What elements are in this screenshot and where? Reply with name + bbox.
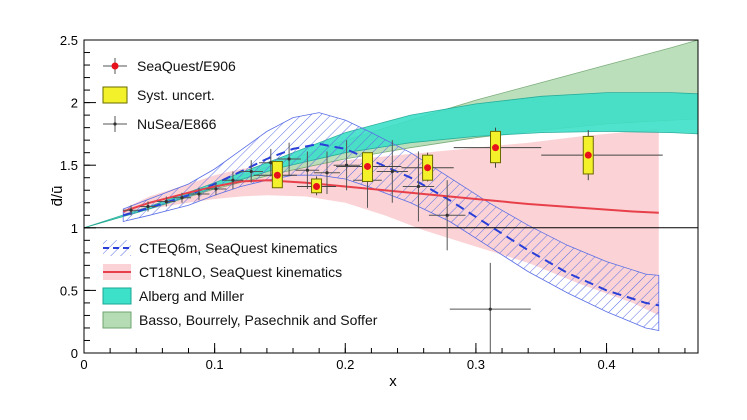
x-axis: 0 0.1 0.2 0.3 0.4 xyxy=(80,343,686,372)
legend-label: Alberg and Miller xyxy=(139,288,244,304)
y-tick-label: 0 xyxy=(71,346,78,361)
legend-entry: Syst. uncert. xyxy=(102,86,215,104)
y-axis-label: d̄/ū xyxy=(49,186,66,207)
legend-label: Syst. uncert. xyxy=(137,87,215,103)
nusea-marker xyxy=(488,307,492,311)
nusea-point xyxy=(123,205,139,216)
legend-symbol-box xyxy=(102,86,128,104)
nusea-marker xyxy=(325,171,329,175)
seaquest-point xyxy=(453,127,542,168)
nusea-point xyxy=(277,142,301,176)
legend-entry: CT18NLO, SeaQuest kinematics xyxy=(103,264,342,280)
seaquest-point xyxy=(253,160,297,189)
legend-symbol-marker xyxy=(113,122,117,126)
nusea-marker xyxy=(231,178,235,182)
nusea-point xyxy=(140,201,156,212)
nusea-point xyxy=(157,196,176,207)
legend-entry: Alberg and Miller xyxy=(102,287,244,305)
nusea-marker xyxy=(249,169,253,174)
nusea-point xyxy=(205,182,227,196)
seaquest-marker xyxy=(273,171,281,179)
plot-frame xyxy=(83,39,699,354)
x-tick-label: 0.2 xyxy=(336,357,354,372)
seaquest-marker xyxy=(313,182,321,190)
x-axis-label: x xyxy=(389,373,397,390)
seaquest-marker xyxy=(424,164,432,172)
legend-symbol-marker xyxy=(111,62,119,70)
y-tick-label: 1.5 xyxy=(60,158,78,173)
legend-entry: CTEQ6m, SeaQuest kinematics xyxy=(103,240,337,256)
nusea-marker xyxy=(445,213,449,217)
nusea-point xyxy=(295,151,320,189)
nusea-point xyxy=(188,187,210,201)
y-axis: 0 0.5 1 1.5 2 2.5 xyxy=(60,33,96,361)
nusea-marker xyxy=(164,199,168,204)
nusea-marker xyxy=(146,204,150,209)
y-tick-label: 2.5 xyxy=(60,33,78,48)
legend-top: SeaQuest/E906 Syst. uncert. NuSea/E866 xyxy=(102,58,236,132)
seaquest-point xyxy=(296,176,337,196)
nusea-marker xyxy=(269,161,273,165)
legend-bottom: CTEQ6m, SeaQuest kinematics CT18NLO, SeaQ… xyxy=(102,240,378,329)
nusea-point xyxy=(449,262,531,353)
nusea-point xyxy=(428,180,466,251)
nusea-marker xyxy=(180,196,184,200)
nusea-marker xyxy=(416,184,421,189)
nusea-marker xyxy=(287,157,291,161)
nusea-point xyxy=(376,140,408,203)
ct18nlo-central-line xyxy=(122,179,659,214)
x-tick-label: 0.1 xyxy=(206,357,224,372)
x-tick-label: 0.4 xyxy=(598,357,616,372)
legend-symbol-fill xyxy=(102,311,132,329)
seaquest-point xyxy=(541,130,663,181)
nusea-marker xyxy=(197,192,201,196)
cteq6m-central-line xyxy=(122,142,659,307)
legend-label: Basso, Bourrely, Pasechnik and Soffer xyxy=(139,312,378,328)
nusea-marker xyxy=(214,187,218,191)
x-tick-label: 0 xyxy=(80,357,87,372)
nusea-points xyxy=(123,140,531,353)
seaquest-point xyxy=(336,152,402,182)
seaquest-points xyxy=(253,127,663,196)
nusea-point xyxy=(222,171,244,189)
legend-label: SeaQuest/E906 xyxy=(137,58,236,74)
seaquest-marker xyxy=(492,144,500,152)
nusea-marker xyxy=(129,208,133,212)
legend-label: CT18NLO, SeaQuest kinematics xyxy=(139,264,342,280)
legend-entry: NuSea/E866 xyxy=(103,116,217,132)
seaquest-marker xyxy=(363,162,371,170)
x-tick-label: 0.3 xyxy=(467,357,485,372)
y-tick-label: 1 xyxy=(71,221,78,236)
legend-entry: SeaQuest/E906 xyxy=(103,58,236,74)
legend-symbol-fill xyxy=(102,287,132,305)
legend-label: NuSea/E866 xyxy=(137,116,217,132)
legend-label: CTEQ6m, SeaQuest kinematics xyxy=(139,240,337,256)
legend-entry: Basso, Bourrely, Pasechnik and Soffer xyxy=(102,311,378,329)
nusea-point xyxy=(239,160,263,183)
nusea-marker xyxy=(390,169,394,174)
nusea-marker xyxy=(305,168,309,172)
y-tick-label: 2 xyxy=(71,96,78,111)
seaquest-point xyxy=(401,152,454,182)
nusea-point xyxy=(172,192,192,203)
seaquest-marker xyxy=(584,151,592,159)
nusea-point xyxy=(402,151,435,222)
y-tick-label: 0.5 xyxy=(60,283,78,298)
